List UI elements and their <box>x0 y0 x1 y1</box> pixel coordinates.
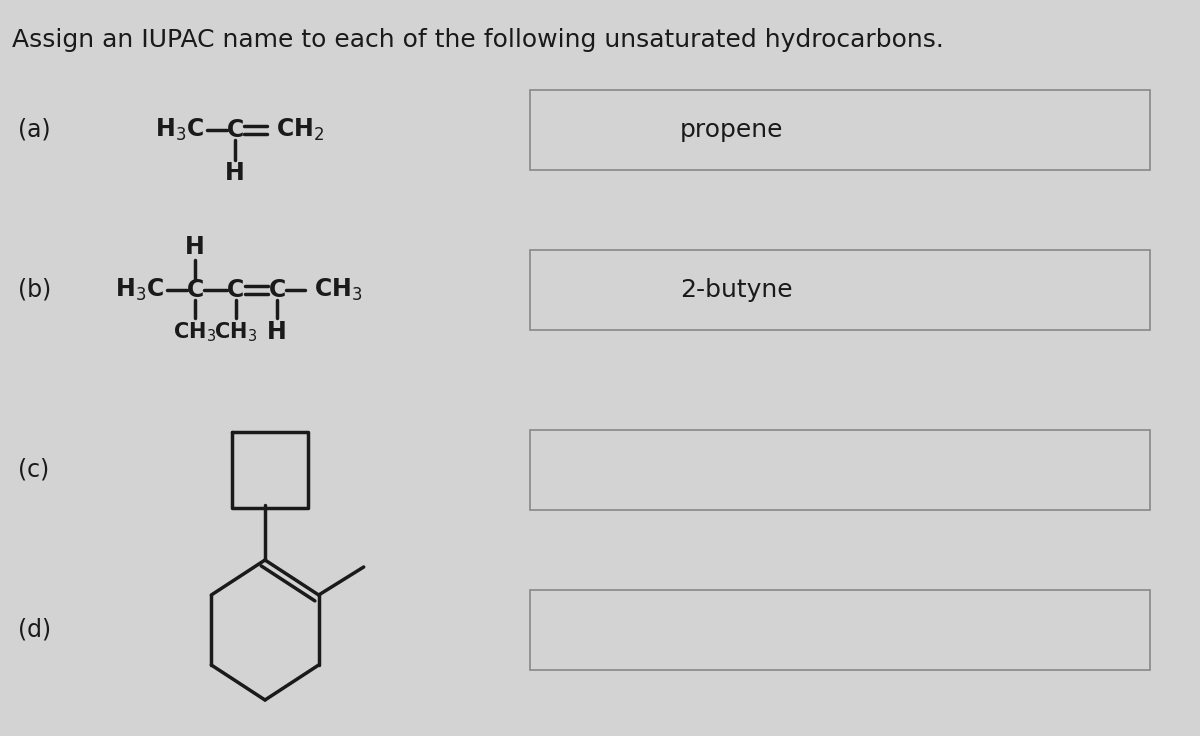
Text: CH$_3$: CH$_3$ <box>314 277 362 303</box>
Text: C: C <box>227 118 244 142</box>
Text: propene: propene <box>680 118 784 142</box>
Text: H$_3$C: H$_3$C <box>155 117 204 143</box>
Bar <box>530 430 1150 510</box>
Text: (d): (d) <box>18 618 52 642</box>
Text: (b): (b) <box>18 278 52 302</box>
Text: (a): (a) <box>18 118 50 142</box>
Text: Assign an IUPAC name to each of the following unsaturated hydrocarbons.: Assign an IUPAC name to each of the foll… <box>12 28 944 52</box>
Bar <box>530 590 1150 670</box>
Text: H: H <box>185 235 205 259</box>
Text: CH$_3$: CH$_3$ <box>174 320 216 344</box>
Text: 2-butyne: 2-butyne <box>680 278 793 302</box>
Text: CH$_3$: CH$_3$ <box>215 320 258 344</box>
Text: C: C <box>186 278 204 302</box>
Text: H: H <box>268 320 287 344</box>
Text: C: C <box>227 278 245 302</box>
Text: C: C <box>269 278 286 302</box>
Text: CH$_2$: CH$_2$ <box>276 117 324 143</box>
Bar <box>530 250 1150 330</box>
Text: (c): (c) <box>18 458 49 482</box>
Bar <box>530 90 1150 170</box>
Text: H: H <box>226 161 245 185</box>
Text: H$_3$C: H$_3$C <box>115 277 164 303</box>
